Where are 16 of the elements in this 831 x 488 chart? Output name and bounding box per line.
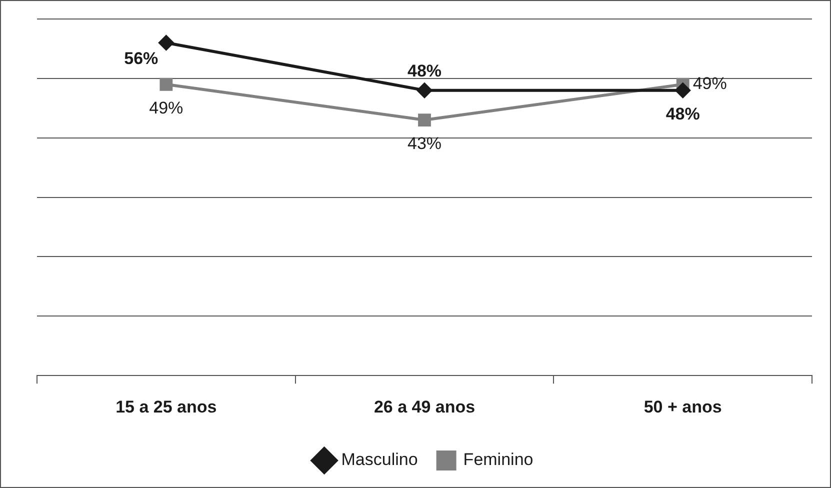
data-label: 56% [124,48,158,68]
data-label: 48% [666,104,700,124]
point [158,35,174,50]
point [418,114,431,126]
point [417,82,432,98]
x-tick-label: 15 a 25 anos [116,397,217,416]
legend-label: Feminino [463,450,534,470]
data-label: 43% [407,134,442,154]
data-label: 48% [407,62,442,81]
point [675,82,690,98]
data-label: 49% [149,98,184,118]
legend-label: Masculino [341,450,418,470]
x-tick-label: 26 a 49 anos [374,397,476,416]
data-label: 49% [692,74,727,94]
x-tick-label: 50 + anos [644,397,722,416]
point [160,78,173,91]
